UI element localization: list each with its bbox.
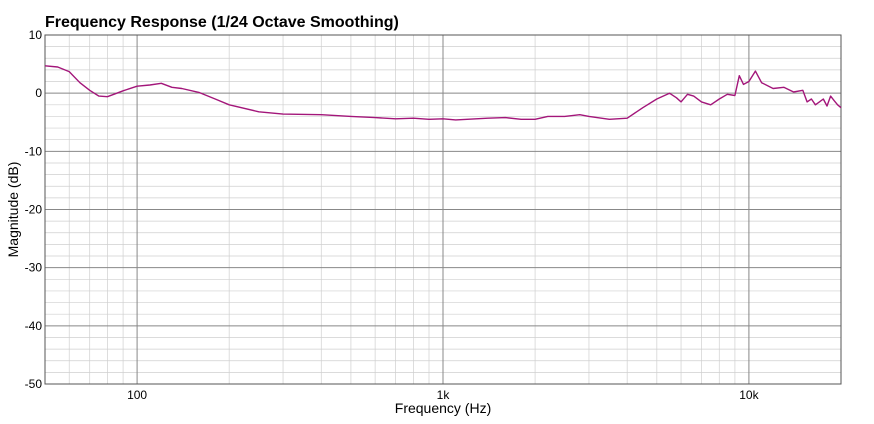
x-tick-label: 10k <box>739 388 759 402</box>
frequency-response-line <box>44 65 842 121</box>
y-tick-label: 10 <box>29 28 43 42</box>
x-axis-label: Frequency (Hz) <box>395 400 491 416</box>
chart-title: Frequency Response (1/24 Octave Smoothin… <box>45 14 399 31</box>
x-tick-label: 1k <box>437 388 451 402</box>
x-tick-labels: 100 1k 10k <box>127 388 760 402</box>
y-tick-label: -20 <box>25 203 43 217</box>
x-tick-label: 100 <box>127 388 147 402</box>
y-axis-label: Magnitude (dB) <box>5 162 21 258</box>
y-tick-label: -10 <box>25 144 43 158</box>
y-tick-label: -30 <box>25 261 43 275</box>
y-tick-label: -40 <box>25 319 43 333</box>
plot-frame <box>44 34 842 385</box>
y-tick-label: -50 <box>25 377 43 391</box>
y-tick-labels: 10 0 -10 -20 -30 -40 -50 <box>25 28 43 391</box>
major-grid <box>45 34 841 385</box>
y-tick-label: 0 <box>35 86 42 100</box>
